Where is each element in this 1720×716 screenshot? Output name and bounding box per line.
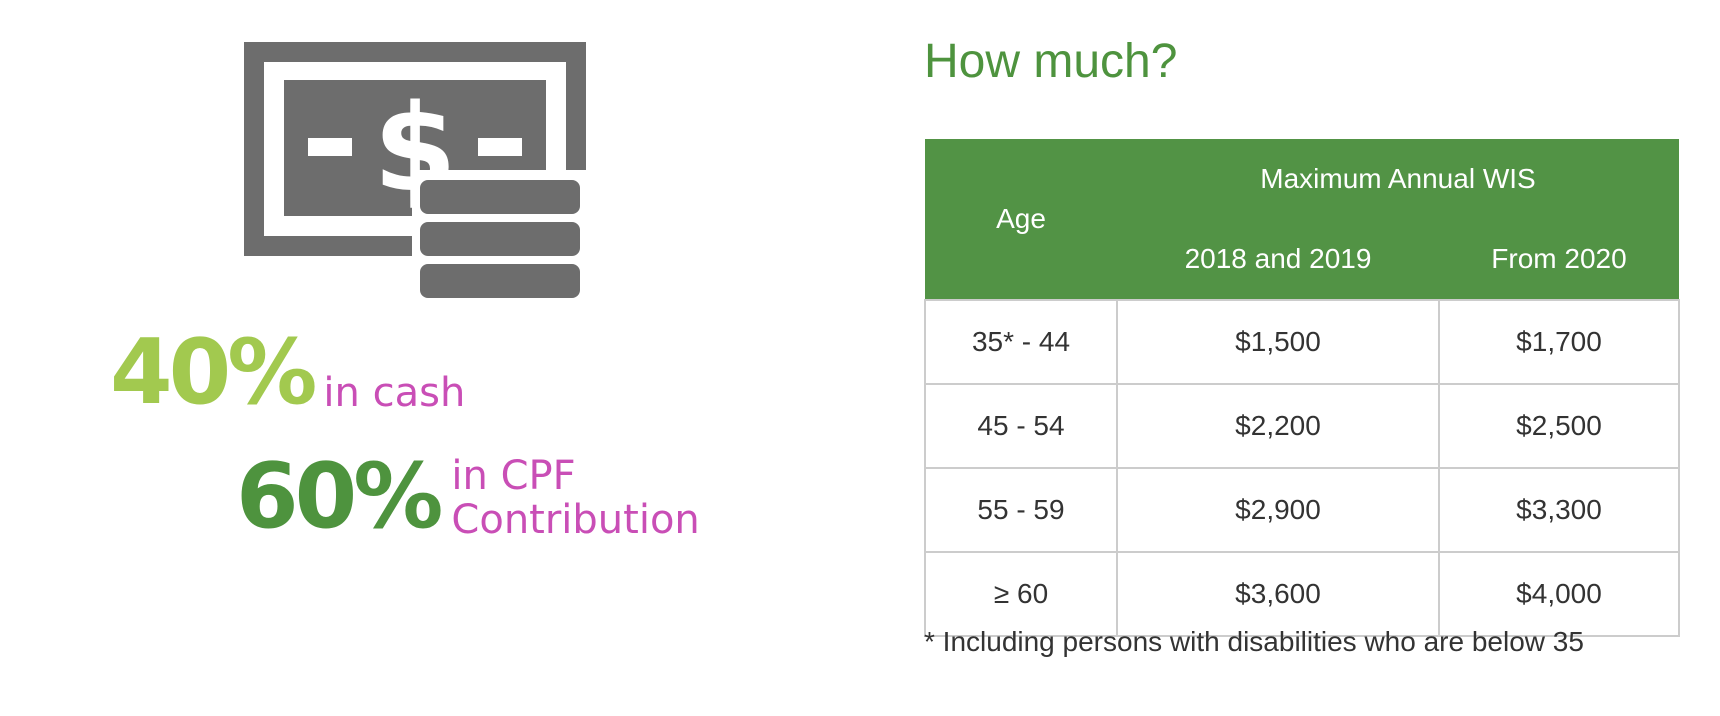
amount-2020-cell: $4,000 — [1438, 551, 1680, 637]
cpf-label-line2: Contribution — [451, 497, 700, 543]
table-subheader-row: 2018 and 2019 From 2020 — [925, 219, 1679, 300]
cpf-percent: 60% — [236, 444, 443, 549]
table-header-row: Age Maximum Annual WIS — [925, 139, 1679, 300]
age-cell: 45 - 54 — [924, 383, 1118, 469]
cpf-label-line1: in CPF — [451, 453, 576, 499]
age-cell: 55 - 59 — [924, 467, 1118, 553]
section-title: How much? — [924, 35, 1178, 88]
amount-2020-cell: $2,500 — [1438, 383, 1680, 469]
table-row: 35* - 44 $1,500 $1,700 — [924, 299, 1680, 385]
cpf-share: 60% in CPF Contribution — [236, 444, 700, 549]
table-footnote: * Including persons with disabilities wh… — [924, 626, 1584, 657]
wis-table: Age Maximum Annual WIS 2018 and 2019 Fro… — [924, 139, 1680, 637]
cash-label: in cash — [323, 370, 466, 416]
max-annual-wis-header: Maximum Annual WIS — [1117, 139, 1679, 219]
table-row: 45 - 54 $2,200 $2,500 — [924, 383, 1680, 469]
table-row: ≥ 60 $3,600 $4,000 — [924, 551, 1680, 637]
amount-2020-cell: $3,300 — [1438, 467, 1680, 553]
age-cell: 35* - 44 — [924, 299, 1118, 385]
amount-2018-cell: $2,200 — [1116, 383, 1440, 469]
amount-2018-cell: $2,900 — [1116, 467, 1440, 553]
amount-2018-cell: $1,500 — [1116, 299, 1440, 385]
age-cell: ≥ 60 — [924, 551, 1118, 637]
cash-share: 40% in cash — [110, 328, 465, 418]
age-column-header: Age — [925, 139, 1117, 300]
col-from-2020-header: From 2020 — [1439, 219, 1679, 300]
amount-2020-cell: $1,700 — [1438, 299, 1680, 385]
cpf-label: in CPF Contribution — [451, 454, 699, 542]
col-2018-2019-header: 2018 and 2019 — [1117, 219, 1439, 300]
table-row: 55 - 59 $2,900 $3,300 — [924, 467, 1680, 553]
cash-percent: 40% — [110, 320, 317, 425]
wis-infographic: $ 40% in cash 60% in CPF Contribution — [110, 42, 700, 549]
money-bill-coins-icon: $ — [244, 42, 598, 340]
amount-2018-cell: $3,600 — [1116, 551, 1440, 637]
